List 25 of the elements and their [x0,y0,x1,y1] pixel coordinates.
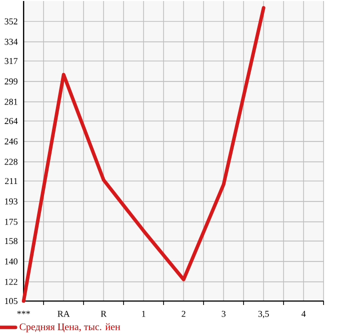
y-tick-label: 264 [4,118,18,124]
y-tick-label: 175 [5,218,18,225]
y-tick-label: 281 [4,98,18,105]
x-tick-label: 4 [302,310,306,317]
y-tick-label: 317 [4,58,18,64]
y-tick-label: 211 [5,178,18,184]
x-tick-label: 2 [182,310,186,317]
x-tick-label: 3 [222,310,226,317]
legend-label: Средняя Цена, тыс. йен [20,323,120,332]
y-tick-label: 299 [4,78,18,84]
x-tick-label: RA [58,310,70,317]
y-tick-label: 122 [5,278,18,285]
y-tick-label: 140 [5,258,18,264]
x-tick-label: 1 [142,310,146,317]
y-tick-label: 105 [5,298,18,304]
y-tick-label: 246 [4,138,18,144]
line-series [22,6,266,303]
y-tick-label: 193 [5,198,18,204]
x-tick-label: 3,5 [258,310,269,318]
x-tick-label: *** [17,310,30,314]
y-tick-label: 228 [4,158,18,165]
y-tick-label: 158 [5,238,18,244]
y-tick-label: 334 [4,38,18,45]
x-tick-label: R [100,310,107,317]
y-tick-label: 352 [4,18,18,24]
